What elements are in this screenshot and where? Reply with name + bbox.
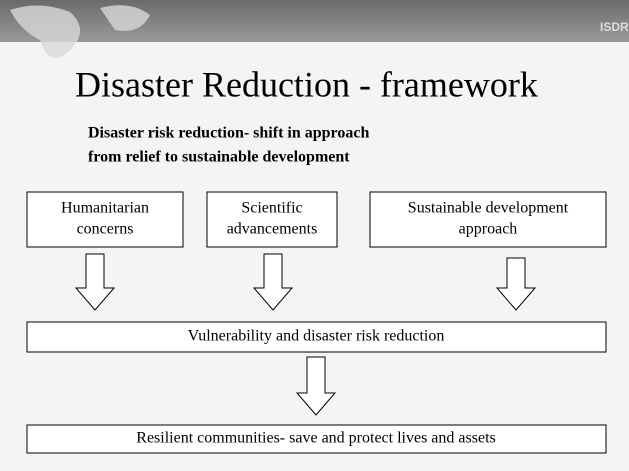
box [369, 191, 607, 248]
subtitle: from relief to sustainable development [88, 149, 350, 166]
arrow [252, 253, 294, 311]
world-map [10, 5, 150, 58]
logo: ISDR [600, 20, 629, 34]
node-label: concerns [77, 221, 134, 238]
box [26, 191, 184, 248]
box [206, 191, 338, 248]
node-label: approach [459, 221, 518, 238]
node-label: Vulnerability and disaster risk reductio… [188, 328, 445, 345]
arrow [495, 257, 537, 311]
node-label: Humanitarian [61, 200, 149, 217]
node-label: advancements [227, 221, 318, 238]
boxes [26, 191, 607, 454]
labels: Humanitarian concerns Scientific advance… [61, 200, 569, 447]
box [26, 321, 607, 353]
node-label: Scientific [241, 200, 302, 217]
node-label: Resilient communities- save and protect … [136, 430, 495, 447]
subtitle: Disaster risk reduction- shift in approa… [88, 125, 369, 142]
arrow [295, 356, 337, 416]
arrow [74, 253, 116, 311]
node-label: Sustainable development [408, 200, 569, 217]
box [26, 424, 607, 454]
header-bar [0, 0, 629, 42]
arrows [74, 253, 537, 416]
title: Disaster Reduction - framework [75, 64, 538, 104]
